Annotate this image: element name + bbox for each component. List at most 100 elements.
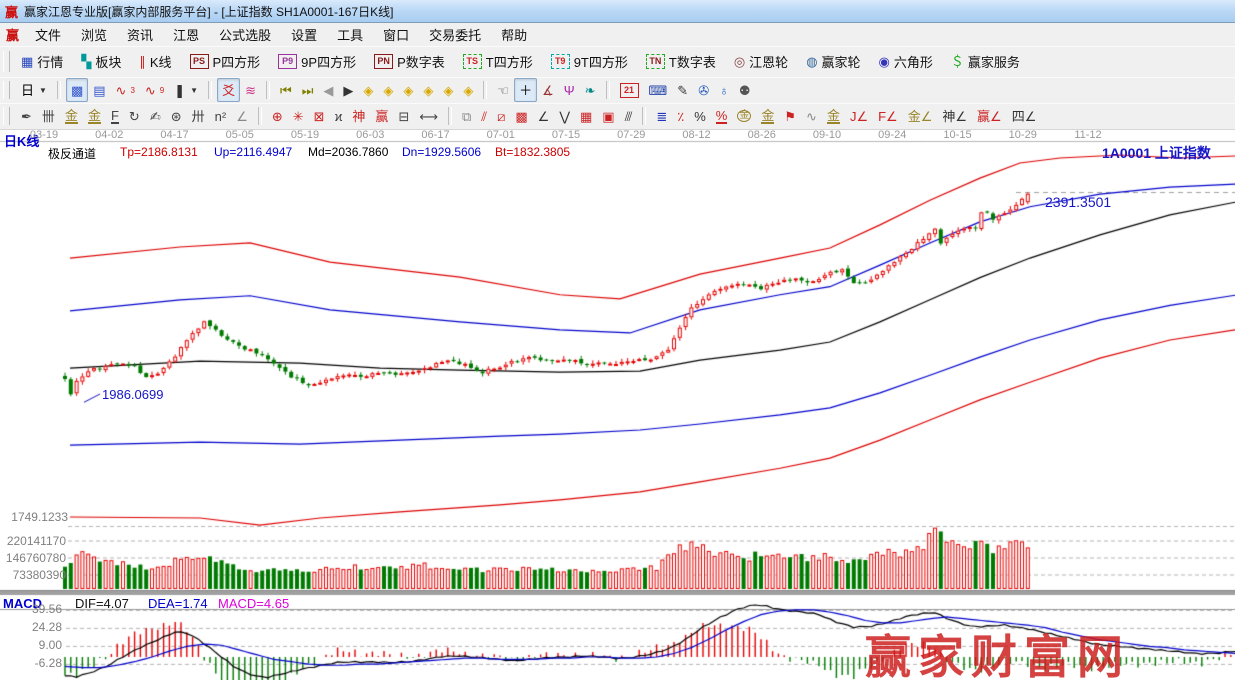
gann-grid-button[interactable]: 爻	[217, 78, 241, 102]
brush-measure-tool[interactable]: ✍	[145, 104, 166, 128]
j-angle-tool[interactable]: J∠	[845, 104, 873, 128]
hexagon-button[interactable]: ◉ 六角形	[874, 50, 938, 74]
period-day-dropdown[interactable]: 日 ▼	[16, 78, 52, 102]
red-grid-target-tool[interactable]: ▣	[597, 104, 619, 128]
gann-wheel-button[interactable]: ◎ 江恩轮	[729, 50, 793, 74]
gold-grid-a-tool[interactable]: 金	[60, 104, 83, 128]
menu-item-6[interactable]: 工具	[337, 28, 364, 43]
winner-wheel-button[interactable]: ◍ 赢家轮	[801, 50, 865, 74]
memo-button[interactable]: ✎	[672, 78, 693, 102]
t-square-button[interactable]: TS T四方形	[458, 50, 538, 74]
fit-all-button[interactable]: ◈	[438, 78, 458, 102]
gann-cup-button[interactable]: Ψ	[559, 78, 580, 102]
web-sync-button[interactable]: ♁	[714, 78, 734, 102]
percent-line-tool[interactable]: ٪	[672, 104, 689, 128]
f-angle-tool[interactable]: F∠	[873, 104, 903, 128]
gann-web-tool[interactable]: ✳	[288, 104, 309, 128]
angle-measure-button[interactable]: ∡	[537, 78, 559, 102]
gold-line-tool[interactable]: 金	[822, 104, 845, 128]
winner-service-button[interactable]: ＄赢家服务	[946, 50, 1025, 74]
f-grid-tool[interactable]: F	[106, 104, 124, 128]
brush-flag-tool[interactable]: ⚑	[779, 104, 801, 128]
gold-grid-b-tool[interactable]: 金	[83, 104, 106, 128]
menu-item-0[interactable]: 文件	[35, 28, 62, 43]
pattern-view-button[interactable]: ▩	[65, 78, 89, 102]
menu-item-4[interactable]: 公式选股	[219, 28, 272, 43]
fan-box-tool[interactable]: ⧄	[492, 104, 510, 128]
next-bar-button[interactable]: ▶	[338, 78, 358, 102]
smart-brain-button[interactable]: ❧	[580, 78, 601, 102]
zoom-out-button[interactable]: ◈	[398, 78, 418, 102]
9t-square-button[interactable]: T9 9T四方形	[546, 50, 633, 74]
menu-item-8[interactable]: 交易委托	[429, 28, 482, 43]
first-page-button[interactable]: ⏮	[275, 78, 297, 102]
quotes-button[interactable]: ▦ 行情	[16, 50, 68, 74]
shift-left-button[interactable]: ◈	[358, 78, 378, 102]
wave-fit-tool[interactable]: ∿	[801, 104, 822, 128]
red-grid-tool[interactable]: ▦	[575, 104, 597, 128]
save-button[interactable]: ✇	[693, 78, 714, 102]
calculator-button[interactable]: ⌨	[644, 78, 673, 102]
width-ruler-tool[interactable]: ⟷	[414, 104, 443, 128]
profile-histogram-button[interactable]: ≋	[240, 78, 261, 102]
circle-cross-tool[interactable]: ⊕	[267, 104, 288, 128]
percent-under-tool[interactable]: %	[711, 104, 733, 128]
kline-button[interactable]: ∥ K线	[134, 50, 176, 74]
remote-assist-button[interactable]: ⚉	[734, 78, 756, 102]
check-wave-tool[interactable]: ⋁	[554, 104, 575, 128]
crosshair-button[interactable]: ＋	[514, 78, 538, 102]
gold-under-tool[interactable]: 金	[756, 104, 779, 128]
t-table-button[interactable]: TN T数字表	[641, 50, 721, 74]
title-bar[interactable]: 赢 赢家江恩专业版[赢家内部服务平台] - [上证指数 SH1A0001-167…	[0, 0, 1235, 23]
small-fence-tool[interactable]: 卅	[187, 104, 210, 128]
zoom-in-button[interactable]: ◈	[418, 78, 438, 102]
menu-item-5[interactable]: 设置	[291, 28, 318, 43]
price-fence-tool[interactable]: 卌	[37, 104, 60, 128]
four-angle-tool[interactable]: 四∠	[1007, 104, 1042, 128]
n2-fence-tool[interactable]: n²	[210, 104, 232, 128]
menu-item-3[interactable]: 江恩	[173, 28, 200, 43]
wave-9-button[interactable]: ∿ 9	[140, 78, 169, 102]
parallel-lines-tool[interactable]: ⫻	[620, 104, 638, 128]
toolbar-grip[interactable]	[3, 80, 10, 100]
level-chart-tool[interactable]: ≣	[651, 104, 672, 128]
toolbar-grip[interactable]	[3, 50, 10, 73]
pan-hand-button[interactable]: ☜	[492, 78, 514, 102]
ying-fence-tool[interactable]: 赢	[370, 104, 393, 128]
web-box-tool[interactable]: ▩	[510, 104, 532, 128]
shen-fence-tool[interactable]: 神	[347, 104, 370, 128]
menu-item-2[interactable]: 资讯	[127, 28, 154, 43]
shift-right-button[interactable]: ◈	[378, 78, 398, 102]
menu-item-9[interactable]: 帮助	[501, 28, 528, 43]
angle-arrow-tool[interactable]: ∠	[533, 104, 555, 128]
time-circle-tool[interactable]: ⊛	[166, 104, 187, 128]
center-view-button[interactable]: ◈	[458, 78, 478, 102]
draw-pen-tool[interactable]: ✒	[16, 104, 37, 128]
spiral-tool[interactable]: ↻	[124, 104, 145, 128]
menu-item-7[interactable]: 窗口	[383, 28, 410, 43]
k-mark-tool[interactable]: ϰ	[330, 104, 348, 128]
info-panel-button[interactable]: ▤	[88, 78, 110, 102]
ruler-123-tool[interactable]: ⊟	[393, 104, 414, 128]
fan-lines-tool[interactable]: ⫽	[476, 104, 492, 128]
wave-3-button[interactable]: ∿ 3	[111, 78, 140, 102]
shen-angle-tool[interactable]: 神∠	[937, 104, 972, 128]
menu-item-1[interactable]: 浏览	[81, 28, 108, 43]
gold-angle-tool[interactable]: 金∠	[903, 104, 938, 128]
calendar-button[interactable]: 21	[615, 78, 644, 102]
box-frame-tool[interactable]: ⧉	[457, 104, 476, 128]
percent-tool[interactable]: %	[689, 104, 711, 128]
gold-circle-tool[interactable]: 金	[732, 104, 756, 128]
last-page-button[interactable]: ⏭	[297, 78, 319, 102]
sectors-button[interactable]: ▚ 板块	[76, 50, 126, 74]
p-table-button[interactable]: PN P数字表	[369, 50, 450, 74]
ying-angle-tool[interactable]: 赢∠	[972, 104, 1007, 128]
candle-style-dropdown[interactable]: ❚ ▼	[169, 78, 203, 102]
p-square-button[interactable]: PS P四方形	[185, 50, 266, 74]
gann-web-box-tool[interactable]: ⊠	[309, 104, 330, 128]
9p-square-button[interactable]: P9 9P四方形	[273, 50, 361, 74]
prev-bar-button[interactable]: ◀	[318, 78, 338, 102]
k-mark-tool-icon: ϰ	[334, 108, 343, 124]
toolbar-grip[interactable]	[3, 106, 10, 126]
angle-gate-tool[interactable]: ∠	[231, 104, 253, 128]
